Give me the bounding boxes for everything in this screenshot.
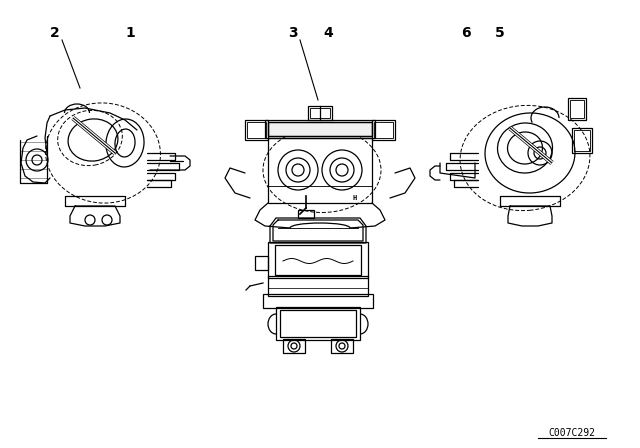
Bar [570, 100, 584, 118]
Bar [568, 98, 586, 120]
Bar [276, 307, 360, 340]
Bar [280, 310, 356, 337]
Bar [268, 242, 368, 278]
Text: H: H [353, 195, 357, 201]
Bar [308, 106, 332, 120]
Bar [331, 339, 353, 353]
Bar [247, 122, 266, 138]
Text: C007C292: C007C292 [548, 428, 595, 438]
Bar [265, 120, 375, 138]
Text: 2: 2 [50, 26, 60, 40]
Bar [268, 122, 372, 136]
Bar [372, 120, 395, 140]
Bar [283, 339, 305, 353]
Text: 6: 6 [461, 26, 471, 40]
Bar [268, 122, 372, 136]
Bar [574, 130, 590, 151]
Bar [268, 276, 368, 296]
Bar [298, 210, 314, 218]
Bar [275, 245, 361, 275]
Text: 5: 5 [495, 26, 505, 40]
Text: 3: 3 [288, 26, 298, 40]
Bar [572, 128, 592, 153]
Text: 1: 1 [125, 26, 135, 40]
Bar [263, 294, 373, 308]
Text: 4: 4 [323, 26, 333, 40]
Bar [255, 256, 268, 270]
Bar [310, 108, 330, 118]
Bar [245, 120, 268, 140]
Bar [374, 122, 393, 138]
Bar [268, 138, 372, 203]
